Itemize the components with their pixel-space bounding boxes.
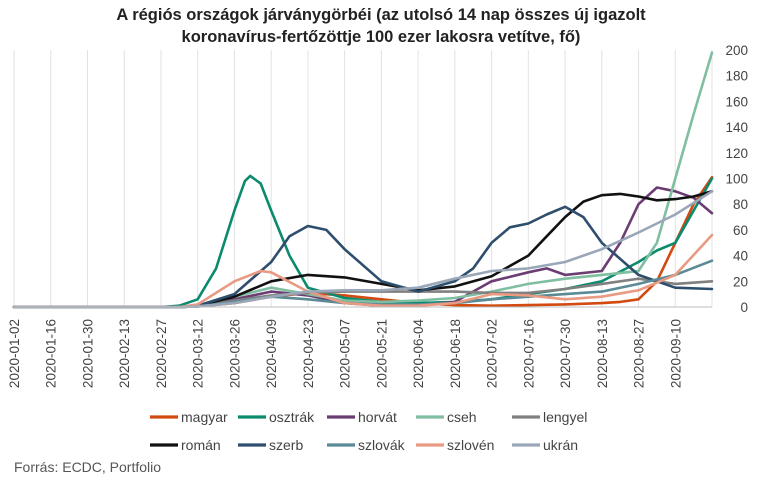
legend-label: magyar [181,409,228,425]
x-tick-label: 2020-07-16 [521,319,536,388]
y-tick-label: 100 [725,172,748,187]
legend-label: ukrán [543,437,578,453]
x-tick-label: 2020-01-30 [80,319,95,388]
series-line-ukrán [12,190,714,309]
y-tick-label: 60 [733,223,748,238]
x-tick-label: 2020-05-07 [338,319,353,388]
chart-title-line-1: A régiós országok járványgörbéi (az utol… [116,6,646,24]
y-tick-label: 200 [725,43,748,58]
x-tick-label: 2020-06-04 [411,319,426,389]
x-tick-label: 2020-06-18 [448,319,463,388]
axes: 2020-01-02 2020-01-16 2020-01-30 2020-02-13… [7,43,748,388]
y-tick-label: 0 [740,300,748,315]
chart-title-line-2: koronavírus-fertőzöttje 100 ezer lakosra… [181,28,581,46]
series-line-magyar [12,175,714,309]
series-line-horvát [12,186,714,309]
x-tick-label: 2020-03-12 [191,319,206,388]
y-tick-label: 160 [725,94,748,109]
y-tick-label: 20 [733,274,748,289]
legend-label: cseh [447,409,477,425]
legend-label: szerb [269,437,303,453]
series-line-cseh [12,51,714,309]
legend: magyar osztrák horvát cseh lengyel román szerb… [150,409,587,453]
y-tick-label: 140 [725,120,748,135]
grid-lines [13,50,713,307]
y-tick-label: 120 [725,146,748,161]
series-lines [12,51,714,309]
x-tick-label: 2020-07-02 [485,319,500,388]
legend-label: osztrák [269,409,315,425]
chart-title: A régiós országok járványgörbéi (az utol… [0,4,762,48]
y-tick-label: 80 [733,197,748,212]
source-note: Forrás: ECDC, Portfolio [14,459,162,475]
y-tick-label: 40 [733,249,748,264]
series-line-szlovén [12,233,714,309]
x-tick-label: 2020-02-13 [117,319,132,388]
legend-label: román [181,437,221,453]
series-line-román [12,190,714,309]
x-tick-label: 2020-09-10 [668,319,683,388]
x-tick-label: 2020-04-09 [264,319,279,388]
x-tick-label: 2020-03-26 [227,319,242,388]
x-tick-label: 2020-07-30 [558,319,573,388]
legend-label: horvát [358,409,397,425]
x-tick-label: 2020-08-27 [632,319,647,388]
x-tick-label: 2020-01-16 [44,319,59,388]
legend-label: szlovén [447,437,494,453]
legend-label: szlovák [358,437,406,453]
y-tick-label: 180 [725,69,748,84]
x-tick-label: 2020-08-13 [595,319,610,388]
legend-label: lengyel [543,409,587,425]
x-tick-label: 2020-05-21 [374,319,389,388]
x-tick-label: 2020-04-23 [301,319,316,388]
x-tick-label: 2020-02-27 [154,319,169,388]
series-line-osztrák [12,174,714,309]
x-tick-label: 2020-01-02 [7,319,22,388]
